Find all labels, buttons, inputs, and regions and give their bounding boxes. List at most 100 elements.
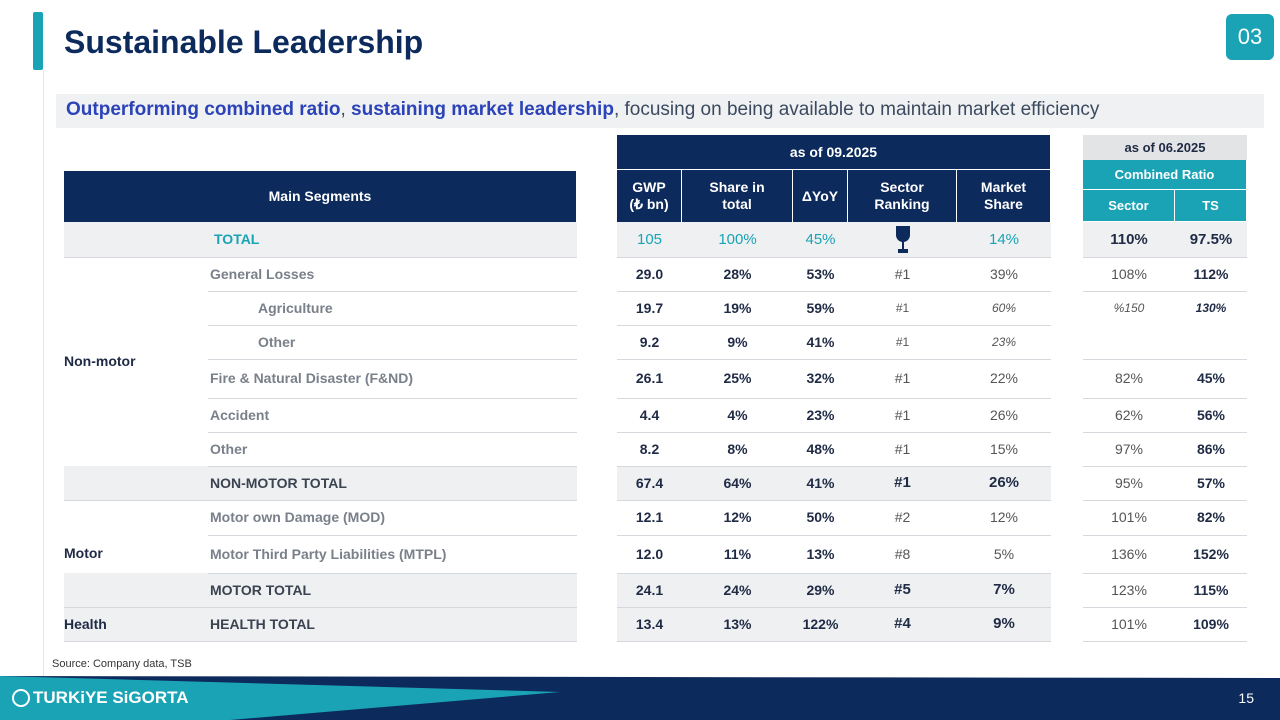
cell-rank: #1: [894, 265, 911, 282]
cell-market: 26%: [988, 474, 1020, 491]
header-yoy: ΔYoY: [793, 170, 848, 222]
cell-yoy: 48%: [806, 440, 835, 457]
cell-ratio-sector: 97%: [1114, 440, 1144, 457]
cell-share: 64%: [723, 474, 752, 491]
row-divider: [208, 359, 577, 360]
row-divider: [1083, 573, 1247, 574]
cell-gwp: 19.7: [635, 299, 664, 316]
row-divider: [64, 607, 577, 608]
row-divider: [1083, 359, 1247, 360]
row-divider: [617, 291, 1051, 292]
cell-ratio-sector: %150: [1113, 300, 1145, 315]
cell-share: 13%: [723, 615, 752, 632]
row-divider: [1083, 607, 1247, 608]
row-divider: [1083, 466, 1247, 467]
cell-share: 100%: [718, 230, 757, 248]
row-divider: [617, 466, 1051, 467]
row-shade: [64, 466, 577, 500]
row-label: TOTAL: [214, 231, 260, 248]
cell-gwp: 12.0: [635, 545, 664, 562]
page-title: Sustainable Leadership: [64, 24, 424, 60]
row-shade: [617, 222, 1051, 257]
cell-rank: #1: [894, 406, 911, 423]
header-period-main: as of 09.2025: [617, 135, 1051, 170]
row-label: NON-MOTOR TOTAL: [210, 474, 347, 491]
header-combined-ratio: Combined Ratio: [1083, 160, 1247, 190]
trophy-icon: [848, 222, 957, 257]
group-non-motor: Non-motor: [64, 353, 136, 370]
cell-ratio-sector: [1083, 325, 1175, 359]
cell-ratio-ts: 109%: [1193, 615, 1229, 632]
cell-ratio-ts: 112%: [1193, 265, 1229, 282]
row-label: Motor own Damage (MOD): [210, 509, 385, 526]
cell-gwp: 12.1: [635, 509, 664, 526]
cell-ratio-ts: 82%: [1196, 509, 1226, 526]
cell-share: 12%: [723, 509, 752, 526]
cell-yoy: 29%: [806, 581, 835, 598]
cell-share: 24%: [723, 581, 752, 598]
cell-share: 9%: [727, 333, 748, 350]
cell-yoy: 59%: [806, 299, 835, 316]
cell-ratio-ts: 152%: [1193, 545, 1229, 562]
row-divider: [617, 398, 1051, 399]
cell-rank: #1: [894, 370, 911, 387]
subtitle-highlight-1: Outperforming combined ratio: [66, 99, 341, 120]
cell-yoy: 122%: [802, 615, 839, 632]
cell-market: 12%: [989, 509, 1019, 526]
row-label: Other: [210, 440, 248, 457]
row-label: General Losses: [210, 265, 315, 282]
cell-gwp: 4.4: [639, 406, 660, 423]
row-shade: [1083, 222, 1247, 257]
subtitle-rest: , focusing on being available to maintai…: [613, 99, 1100, 120]
cell-ratio-ts: [1175, 325, 1247, 359]
row-shade: [64, 222, 577, 257]
cell-rank: #2: [894, 509, 911, 526]
footer-band: [0, 676, 1280, 720]
cell-ratio-ts: 97.5%: [1189, 230, 1233, 248]
subtitle-sep: ,: [340, 99, 352, 120]
cell-market: 15%: [989, 440, 1019, 457]
cell-market: 5%: [993, 545, 1015, 562]
cell-ratio-sector: 95%: [1114, 474, 1144, 491]
cell-ratio-sector: 136%: [1111, 545, 1147, 562]
row-divider: [1083, 535, 1247, 536]
cell-ratio-ts: 56%: [1196, 406, 1226, 423]
row-divider: [617, 500, 1051, 501]
row-divider: [1083, 398, 1247, 399]
row-divider: [64, 257, 577, 258]
cell-market: 7%: [993, 581, 1015, 598]
brand-logo: TURKiYE SiGORTA: [12, 688, 189, 708]
cell-ratio-ts: 57%: [1196, 474, 1226, 491]
cell-ratio-sector: 82%: [1114, 370, 1144, 387]
row-divider: [617, 432, 1051, 433]
cell-ratio-sector: 110%: [1110, 230, 1148, 248]
cell-ratio-sector: 62%: [1114, 406, 1144, 423]
cell-ratio-sector: 108%: [1111, 265, 1147, 282]
row-divider: [1083, 500, 1247, 501]
cell-rank: #8: [894, 545, 911, 562]
row-shade: [617, 607, 1051, 641]
cell-share: 25%: [723, 370, 752, 387]
row-label: MOTOR TOTAL: [210, 581, 312, 598]
row-divider: [208, 432, 577, 433]
cell-gwp: 26.1: [635, 370, 664, 387]
header-period-ratio: as of 06.2025: [1083, 135, 1247, 160]
cell-yoy: 41%: [806, 333, 835, 350]
cell-yoy: 45%: [805, 230, 836, 248]
row-divider: [64, 641, 577, 642]
cell-yoy: 41%: [806, 474, 835, 491]
row-label: Other: [258, 333, 296, 350]
row-divider: [617, 535, 1051, 536]
cell-market: 23%: [991, 334, 1017, 349]
row-divider: [1083, 257, 1247, 258]
cell-rank: #5: [894, 581, 911, 598]
header-market: Market Share: [957, 170, 1051, 222]
cell-yoy: 53%: [806, 265, 835, 282]
divider: [43, 70, 44, 680]
row-divider: [208, 325, 577, 326]
cell-ratio-ts: 130%: [1195, 300, 1227, 315]
accent-bar: [33, 12, 43, 70]
group-motor: Motor: [64, 545, 103, 562]
header-ratio-0: Sector: [1083, 190, 1175, 222]
cell-yoy: 32%: [806, 370, 835, 387]
